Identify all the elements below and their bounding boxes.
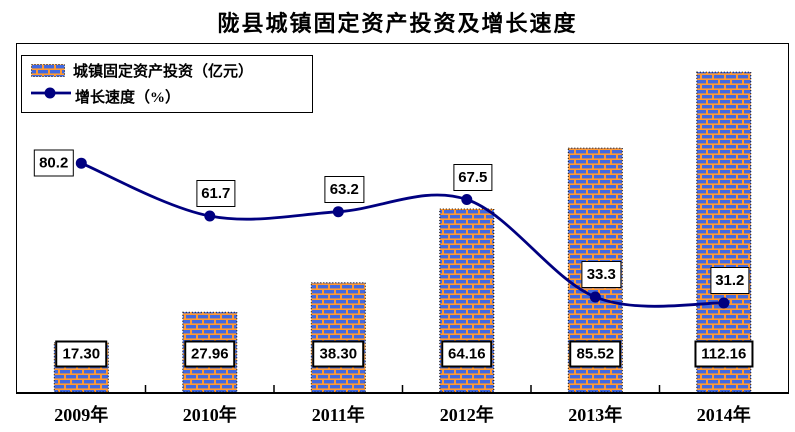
bar — [310, 282, 366, 392]
line-point-marker — [75, 157, 87, 169]
bar — [696, 71, 752, 392]
bar-value-label: 17.30 — [55, 340, 108, 368]
x-axis-label: 2012年 — [439, 405, 494, 425]
line-value-label: 67.5 — [453, 163, 493, 191]
bar-value-label: 38.30 — [312, 340, 365, 368]
plot-area: 城镇固定资产投资（亿元） 增长速度（%） 17.30 27.96 38.30 64.1… — [16, 43, 789, 394]
line-point-marker — [204, 210, 216, 222]
legend: 城镇固定资产投资（亿元） 增长速度（%） — [21, 55, 313, 113]
chart-title: 陇县城镇固定资产投资及增长速度 — [217, 11, 578, 36]
line-value-label: 31.2 — [710, 267, 750, 294]
line-point-marker — [718, 297, 730, 309]
bar-value-label: 112.16 — [694, 340, 754, 368]
x-axis-label: 2009年 — [54, 405, 109, 425]
x-axis-label: 2013年 — [568, 405, 623, 425]
line-point-marker — [461, 194, 473, 205]
growth-line — [80, 161, 724, 308]
line-value-label: 33.3 — [581, 261, 621, 288]
bar-value-label: 27.96 — [184, 340, 236, 368]
bar-series-swatch-icon — [31, 64, 65, 77]
x-axis-label: 2014年 — [696, 405, 751, 425]
line-point-marker — [332, 206, 344, 218]
legend-line-label: 增长速度（%） — [75, 90, 181, 106]
line-point-marker — [589, 291, 601, 303]
bar-value-label: 85.52 — [569, 340, 622, 368]
x-axis-label: 2011年 — [311, 405, 365, 425]
line-series-swatch-icon — [31, 87, 71, 99]
line-value-label: 63.2 — [324, 175, 364, 203]
legend-bar-label: 城镇固定资产投资（亿元） — [73, 64, 254, 80]
bar-value-label: 64.16 — [441, 340, 493, 368]
line-value-label: 80.2 — [34, 149, 74, 177]
x-axis-label: 2010年 — [182, 405, 237, 425]
line-value-label: 61.7 — [196, 180, 236, 207]
x-axis-labels: 2009年 2010年 2011年 2012年 2013年 2014年 — [0, 401, 795, 429]
